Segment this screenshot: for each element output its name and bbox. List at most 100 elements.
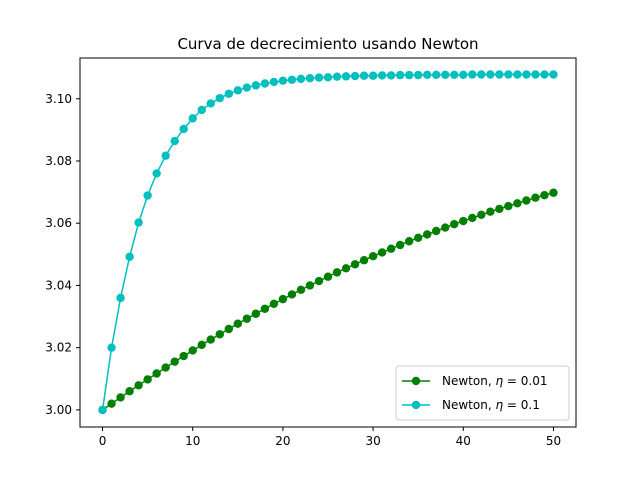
legend-label-prefix: Newton, [442,398,495,412]
data-point [143,191,152,200]
series-2 [98,70,558,415]
data-point [242,314,252,323]
axes-frame [79,57,577,428]
legend: Newton, η = 0.01 Newton, η = 0.1 [395,365,570,421]
data-point [233,86,243,95]
data-point [125,387,134,396]
data-point [179,124,188,134]
legend-label: Newton, η = 0.01 [442,374,547,388]
data-point [134,381,143,390]
data-point [531,193,540,202]
data-point [143,375,152,384]
series-layer [98,70,558,415]
data-point [251,81,261,90]
data-point [206,335,215,344]
data-point [278,76,288,85]
data-point [260,79,270,88]
legend-label: Newton, η = 0.1 [442,398,540,412]
y-tick-label: 3.04 [45,278,72,292]
data-point [170,357,179,366]
data-point [504,70,513,79]
data-point [314,276,324,286]
x-tick-label: 20 [275,434,290,448]
data-point [314,73,324,82]
data-point [152,369,161,378]
y-tick-label: 3.08 [45,154,72,168]
data-point [395,240,405,250]
data-point [359,256,369,265]
data-point [269,77,279,87]
data-point [170,136,179,146]
data-point [269,299,279,308]
data-point [468,213,477,223]
data-point [540,191,549,200]
data-point [206,99,215,108]
data-point [423,230,432,239]
data-point [549,188,558,197]
data-point [233,319,243,328]
x-tick-label: 10 [185,434,200,448]
data-point [305,74,315,83]
data-point [179,351,188,361]
data-point [513,199,522,208]
data-point [368,251,378,261]
data-point [477,210,486,220]
y-tick-label: 3.00 [45,403,72,417]
data-point [260,304,270,313]
data-point [459,70,468,80]
data-point [341,72,351,81]
data-point [107,343,116,352]
data-point [161,151,170,160]
legend-marker [411,376,421,386]
data-point [188,114,197,123]
data-point [413,233,423,243]
data-point [450,70,459,80]
data-point [504,201,513,211]
data-point [341,264,351,273]
data-point [386,244,396,253]
data-point [441,70,450,80]
data-point [531,70,540,79]
data-point [278,294,288,304]
data-point [332,268,342,277]
legend-label-symbol: η [495,398,503,412]
x-tick-label: 30 [365,434,380,448]
data-point [323,73,333,82]
chart-title: Curva de decrecimiento usando Newton [177,35,478,53]
data-point [116,293,125,303]
plot-area [79,57,577,428]
legend-label-symbol: η [495,374,503,388]
data-point [477,70,486,79]
data-point [468,70,477,79]
y-tick-label: 3.06 [45,216,72,230]
data-point [522,196,531,205]
y-tick-label: 3.10 [45,92,72,106]
data-point [161,363,170,372]
x-axis: 0 10 20 30 40 50 [99,427,561,448]
data-point [522,70,531,79]
data-point [432,70,441,80]
y-axis: 3.00 3.02 3.04 3.06 3.08 3.10 [45,92,80,417]
data-point [134,218,143,227]
data-point [404,70,414,80]
data-point [188,346,197,355]
data-point [450,219,459,229]
data-point [242,83,252,92]
data-point [251,309,261,318]
data-point [350,71,360,81]
x-tick-label: 50 [546,434,561,448]
data-point [323,272,333,281]
data-point [377,71,387,80]
data-point [486,70,495,79]
data-point [459,216,468,226]
data-point [296,74,306,84]
data-point [224,89,233,98]
data-point [513,70,522,79]
data-point [404,237,414,246]
data-point [350,260,360,269]
data-point [423,70,432,80]
y-tick-label: 3.02 [45,341,72,355]
legend-entry: Newton, η = 0.01 [402,374,547,388]
data-point [107,399,116,408]
data-point [224,324,233,334]
